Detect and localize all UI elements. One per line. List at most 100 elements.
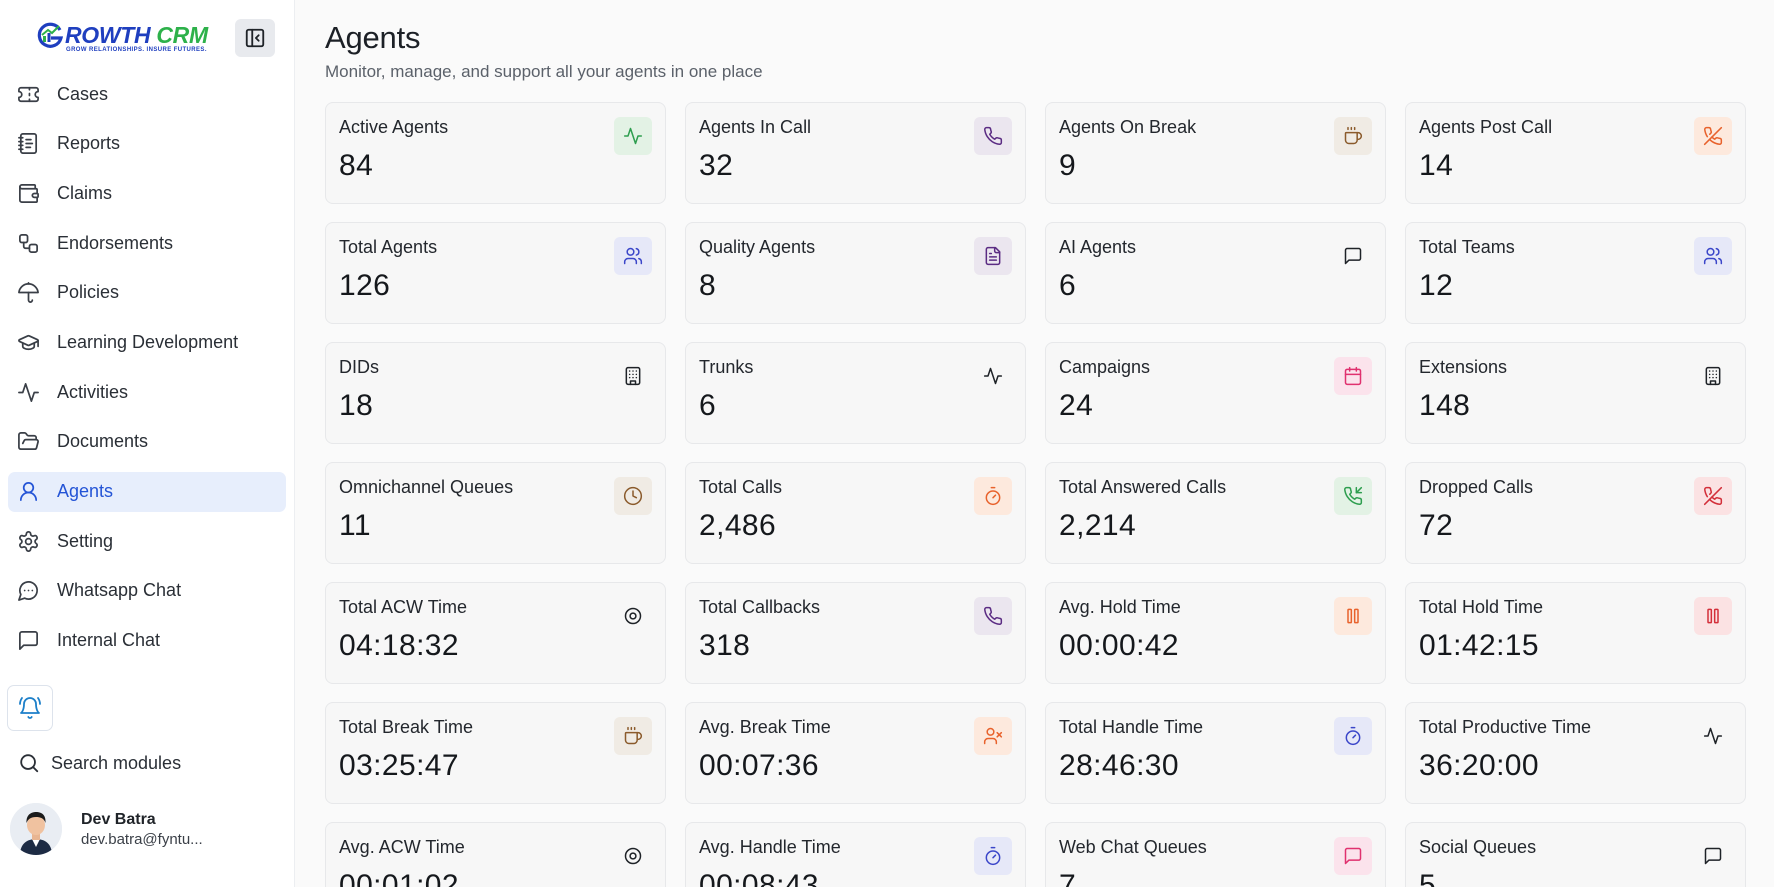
sidebar-item-documents[interactable]: Documents — [8, 422, 286, 462]
user-profile[interactable]: Dev Batra dev.batra@fyntu... — [10, 803, 203, 855]
stat-card-dids[interactable]: DIDs 18 — [325, 342, 666, 444]
stat-card-avg-acw-time[interactable]: Avg. ACW Time 00:01:02 — [325, 822, 666, 887]
panel-left-icon — [245, 28, 265, 48]
sidebar-item-policies[interactable]: Policies — [8, 273, 286, 313]
coffee-icon — [1334, 117, 1372, 155]
message-square-icon — [1334, 237, 1372, 275]
calendar-icon — [1334, 357, 1372, 395]
logo-g-icon — [37, 22, 64, 48]
stat-card-total-productive-time[interactable]: Total Productive Time 36:20:00 — [1405, 702, 1746, 804]
activity-icon — [974, 357, 1012, 395]
stat-card-avg-handle-time[interactable]: Avg. Handle Time 00:08:43 — [685, 822, 1026, 887]
stat-label: Total Hold Time — [1419, 597, 1544, 617]
search-modules-button[interactable]: Search modules — [18, 752, 181, 774]
stat-card-total-agents[interactable]: Total Agents 126 — [325, 222, 666, 324]
message-square-icon — [1334, 837, 1372, 875]
stat-card-total-hold-time[interactable]: Total Hold Time 01:42:15 — [1405, 582, 1746, 684]
stat-card-total-calls[interactable]: Total Calls 2,486 — [685, 462, 1026, 564]
stat-label: Trunks — [699, 357, 754, 377]
stat-label: Avg. Handle Time — [699, 837, 841, 857]
stat-card-total-teams[interactable]: Total Teams 12 — [1405, 222, 1746, 324]
stat-label: Agents Post Call — [1419, 117, 1553, 137]
pause-icon — [1334, 597, 1372, 635]
stats-grid: Active Agents 84 Agents In Call 32 Agents On… — [325, 102, 1774, 887]
stat-card-total-break-time[interactable]: Total Break Time 03:25:47 — [325, 702, 666, 804]
stat-label: Active Agents — [339, 117, 449, 137]
stat-value: 148 — [1419, 389, 1471, 422]
stat-card-agents-in-call[interactable]: Agents In Call 32 — [685, 102, 1026, 204]
stat-value: 01:42:15 — [1419, 629, 1539, 662]
notifications-button[interactable] — [7, 685, 53, 731]
sidebar-item-whatsapp-chat[interactable]: Whatsapp Chat — [8, 571, 286, 611]
sidebar-item-reports[interactable]: Reports — [8, 124, 286, 164]
stat-card-agents-on-break[interactable]: Agents On Break 9 — [1045, 102, 1386, 204]
sidebar-item-setting[interactable]: Setting — [8, 521, 286, 561]
logo-tagline: GROW RELATIONSHIPS. INSURE FUTURES. — [66, 47, 207, 53]
bell-icon — [19, 697, 41, 719]
stat-value: 32 — [699, 149, 734, 182]
stat-label: Quality Agents — [699, 237, 816, 257]
stat-card-total-handle-time[interactable]: Total Handle Time 28:46:30 — [1045, 702, 1386, 804]
stat-value: 126 — [339, 269, 391, 302]
stat-value: 14 — [1419, 149, 1454, 182]
sidebar-item-label: Reports — [57, 133, 121, 154]
phone-incoming-icon — [1334, 477, 1372, 515]
stat-label: DIDs — [339, 357, 379, 377]
stat-card-campaigns[interactable]: Campaigns 24 — [1045, 342, 1386, 444]
sidebar-item-claims[interactable]: Claims — [8, 173, 286, 213]
stat-card-quality-agents[interactable]: Quality Agents 8 — [685, 222, 1026, 324]
sidebar-nav: Cases Reports Claims Endorsements Policies Le… — [0, 74, 294, 661]
stat-card-dropped-calls[interactable]: Dropped Calls 72 — [1405, 462, 1746, 564]
stat-label: Dropped Calls — [1419, 477, 1534, 497]
stat-card-avg-hold-time[interactable]: Avg. Hold Time 00:00:42 — [1045, 582, 1386, 684]
stat-label: Omnichannel Queues — [339, 477, 514, 497]
stat-value: 12 — [1419, 269, 1454, 302]
stat-card-agents-post-call[interactable]: Agents Post Call 14 — [1405, 102, 1746, 204]
stat-value: 24 — [1059, 389, 1094, 422]
activity-icon — [16, 380, 40, 404]
graduation-cap-icon — [16, 330, 40, 354]
sidebar-item-agents[interactable]: Agents — [8, 471, 286, 512]
stat-card-active-agents[interactable]: Active Agents 84 — [325, 102, 666, 204]
user-x-icon — [974, 717, 1012, 755]
stat-label: Agents In Call — [699, 117, 812, 137]
sidebar-item-activities[interactable]: Activities — [8, 372, 286, 412]
sidebar-item-learning-development[interactable]: Learning Development — [8, 322, 286, 362]
search-icon — [18, 752, 40, 774]
stat-card-omnichannel-queues[interactable]: Omnichannel Queues 11 — [325, 462, 666, 564]
stat-card-total-callbacks[interactable]: Total Callbacks 318 — [685, 582, 1026, 684]
logo-text: ROWTH — [65, 21, 151, 48]
stat-card-trunks[interactable]: Trunks 6 — [685, 342, 1026, 444]
user-email: dev.batra@fyntu... — [81, 830, 203, 848]
stat-card-ai-agents[interactable]: AI Agents 6 — [1045, 222, 1386, 324]
sidebar-collapse-button[interactable] — [235, 19, 275, 57]
sidebar-item-internal-chat[interactable]: Internal Chat — [8, 621, 286, 661]
phone-icon — [974, 117, 1012, 155]
stat-card-total-answered-calls[interactable]: Total Answered Calls 2,214 — [1045, 462, 1386, 564]
page-title: Agents — [325, 20, 421, 55]
stat-card-web-chat-queues[interactable]: Web Chat Queues 7 — [1045, 822, 1386, 887]
stat-value: 28:46:30 — [1059, 749, 1179, 782]
building-icon — [614, 357, 652, 395]
timer-icon — [1334, 717, 1372, 755]
stat-value: 00:01:02 — [339, 869, 459, 887]
stat-card-extensions[interactable]: Extensions 148 — [1405, 342, 1746, 444]
stat-label: AI Agents — [1059, 237, 1137, 257]
sidebar-item-cases[interactable]: Cases — [8, 74, 286, 114]
sidebar-item-label: Endorsements — [57, 232, 174, 253]
avatar — [10, 803, 62, 855]
stat-card-avg-break-time[interactable]: Avg. Break Time 00:07:36 — [685, 702, 1026, 804]
stat-value: 5 — [1419, 869, 1437, 887]
stat-value: 00:07:36 — [699, 749, 819, 782]
users-icon — [614, 237, 652, 275]
stat-card-social-queues[interactable]: Social Queues 5 — [1405, 822, 1746, 887]
folder-icon — [16, 430, 40, 454]
sidebar-item-label: Agents — [57, 481, 114, 501]
logo[interactable]: ROWTH CRM GROW RELATIONSHIPS. INSURE FUT… — [36, 21, 208, 53]
stat-card-total-acw-time[interactable]: Total ACW Time 04:18:32 — [325, 582, 666, 684]
sidebar-item-label: Whatsapp Chat — [57, 580, 182, 601]
users-icon — [1694, 237, 1732, 275]
wallet-icon — [16, 181, 40, 205]
sidebar-item-endorsements[interactable]: Endorsements — [8, 223, 286, 263]
activity-icon — [1694, 717, 1732, 755]
